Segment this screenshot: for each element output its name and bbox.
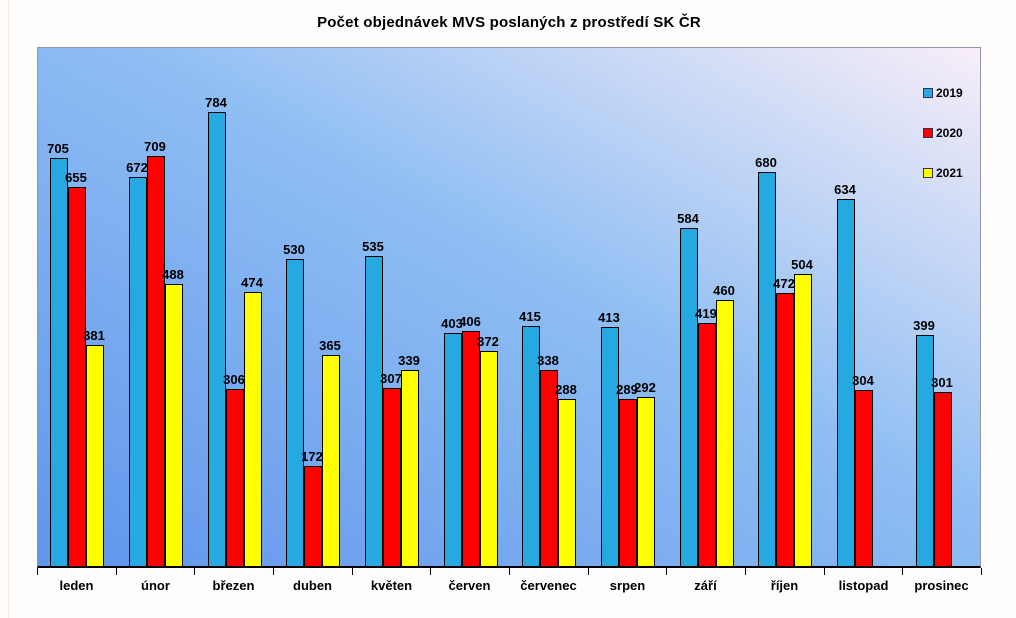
legend-swatch-2021 — [923, 168, 933, 178]
x-axis-label: leden — [59, 578, 94, 593]
x-axis-label: srpen — [609, 578, 646, 593]
bar-2019-leden — [50, 158, 68, 566]
x-axis-label: duben — [293, 578, 332, 593]
bar-2021-září — [716, 300, 734, 566]
bar-2020-srpen — [619, 399, 637, 566]
bar-2019-únor — [129, 177, 147, 566]
plot-area — [37, 47, 981, 568]
legend-label: 2021 — [936, 166, 963, 180]
x-axis-tick — [352, 568, 353, 575]
bar-2020-květen — [383, 388, 401, 566]
x-axis-label: únor — [141, 578, 170, 593]
x-axis-tick — [37, 568, 38, 575]
bar-2020-červen — [462, 331, 480, 566]
legend-swatch-2020 — [923, 128, 933, 138]
bar-2019-srpen — [601, 327, 619, 566]
x-axis-tick — [509, 568, 510, 575]
bar-2021-únor — [165, 284, 183, 566]
x-axis-label: říjen — [770, 578, 799, 593]
legend-item-2019: 2019 — [923, 86, 963, 100]
x-axis-tick — [588, 568, 589, 575]
bar-2020-duben — [304, 466, 322, 566]
chart-figure: Počet objednávek MVS poslaných z prostře… — [8, 0, 1009, 618]
x-axis-label: září — [694, 578, 717, 593]
legend-item-2021: 2021 — [923, 166, 963, 180]
legend-label: 2019 — [936, 86, 963, 100]
bar-2020-březen — [226, 389, 244, 566]
bar-2021-březen — [244, 292, 262, 566]
bar-2019-duben — [286, 259, 304, 566]
legend: 2019 2020 2021 — [923, 86, 963, 180]
bar-2021-říjen — [794, 274, 812, 566]
bar-2021-duben — [322, 355, 340, 566]
x-axis-label: březen — [212, 578, 255, 593]
bar-2020-listopad — [855, 390, 873, 566]
x-axis-tick — [194, 568, 195, 575]
x-axis-label: červen — [448, 578, 491, 593]
x-axis-tick — [430, 568, 431, 575]
x-axis-tick — [116, 568, 117, 575]
x-axis-tick — [273, 568, 274, 575]
bar-2020-únor — [147, 156, 165, 566]
x-axis-tick — [981, 568, 982, 575]
chart-title: Počet objednávek MVS poslaných z prostře… — [317, 14, 701, 31]
bar-2019-září — [680, 228, 698, 566]
bar-2019-prosinec — [916, 335, 934, 566]
x-axis-label: prosinec — [914, 578, 969, 593]
bar-2019-listopad — [837, 199, 855, 566]
x-axis-label: květen — [370, 578, 413, 593]
x-axis-tick — [745, 568, 746, 575]
bar-2019-květen — [365, 256, 383, 566]
x-axis-tick — [824, 568, 825, 575]
bar-2020-prosinec — [934, 392, 952, 566]
x-axis-tick — [902, 568, 903, 575]
bar-2021-květen — [401, 370, 419, 566]
bar-2021-červenec — [558, 399, 576, 566]
bar-2020-leden — [68, 187, 86, 566]
bar-2021-srpen — [637, 397, 655, 566]
bar-2019-říjen — [758, 172, 776, 566]
bar-2021-leden — [86, 345, 104, 566]
bar-2020-říjen — [776, 293, 794, 566]
legend-label: 2020 — [936, 126, 963, 140]
bar-2020-červenec — [540, 370, 558, 566]
legend-item-2020: 2020 — [923, 126, 963, 140]
bar-2021-červen — [480, 351, 498, 566]
x-axis-tick — [666, 568, 667, 575]
x-axis-label: červenec — [520, 578, 577, 593]
x-axis-label: listopad — [838, 578, 889, 593]
bar-2020-září — [698, 323, 716, 566]
bar-2019-červenec — [522, 326, 540, 566]
bar-2019-březen — [208, 112, 226, 566]
legend-swatch-2019 — [923, 88, 933, 98]
bar-2019-červen — [444, 333, 462, 566]
